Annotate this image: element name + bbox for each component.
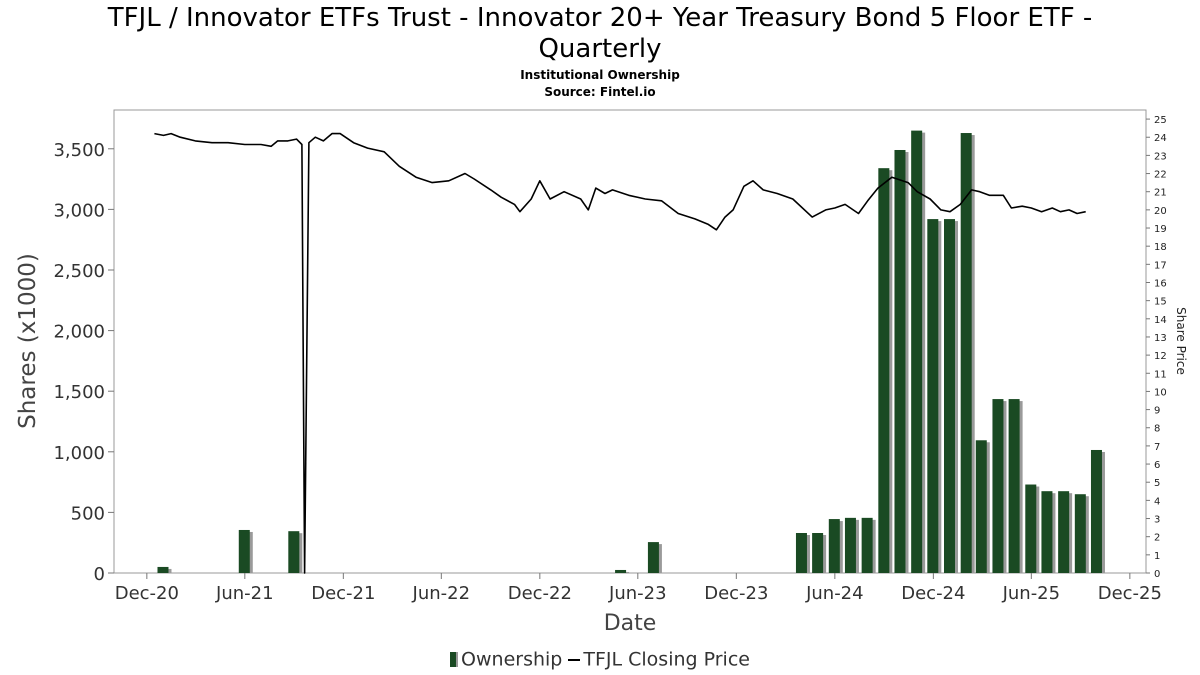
y2-tick-label: 17 [1154,260,1167,271]
x-tick-label: Dec-25 [1098,583,1162,604]
x-tick-label: Dec-23 [704,583,768,604]
x-tick-label: Dec-20 [115,583,179,604]
y2-tick-label: 15 [1154,297,1167,308]
y2-tick-label: 20 [1154,206,1167,217]
y-tick-label: 2,500 [53,261,105,282]
legend-price-label: TFJL Closing Price [583,648,750,671]
chart-source: Source: Fintel.io [544,85,656,99]
y2-tick-label: 22 [1154,170,1167,181]
x-axis: Dec-20 Jun-21 Dec-21 Jun-22 Dec-22 Jun-23 Dec-… [115,573,1162,604]
x-tick-label: Dec-22 [508,583,572,604]
ownership-bar [911,130,926,573]
legend-price-swatch [568,658,581,661]
ownership-bar [844,517,859,573]
ownership-bar [1025,484,1040,573]
x-tick-label: Jun-23 [608,583,667,604]
price-line [154,132,1086,574]
y2-tick-label: 6 [1154,460,1160,471]
x-tick-label: Jun-25 [1002,583,1061,604]
y2-tick-label: 4 [1154,496,1160,507]
ownership-bar [1008,399,1023,573]
y-tick-label: 3,000 [53,200,105,221]
ownership-bar [1058,491,1073,573]
y2-tick-label: 23 [1154,151,1167,162]
y2-tick-label: 18 [1154,242,1167,253]
ownership-bar [1074,494,1089,573]
right-axis: 0123456789101112131415161718192021222324… [1146,115,1167,580]
x-tick-label: Jun-21 [215,583,274,604]
y-tick-label: 3,500 [53,140,105,161]
ownership-bar [828,519,843,573]
legend: Ownership TFJL Closing Price [0,648,1200,671]
y2-tick-label: 0 [1154,569,1160,580]
y2-tick-label: 9 [1154,406,1160,417]
ownership-bar [812,533,827,573]
y2-tick-label: 13 [1154,333,1167,344]
ownership-bar [992,399,1007,573]
chart-title: TFJL / Innovator ETFs Trust - Innovator … [0,3,1200,65]
x-tick-label: Dec-24 [901,583,965,604]
ownership-bar [944,219,959,573]
y-tick-label: 500 [71,503,105,524]
x-tick-label: Jun-22 [412,583,471,604]
ownership-bar [878,168,893,573]
y2-tick-label: 16 [1154,278,1167,289]
y2-tick-label: 2 [1154,533,1160,544]
y2-tick-label: 7 [1154,442,1160,453]
ownership-bar [157,566,172,573]
y-tick-label: 2,000 [53,322,105,343]
chart-title-line2: Quarterly [538,34,662,64]
ownership-bars [157,130,1105,573]
ownership-bar [927,219,942,573]
ownership-bar [1090,449,1105,573]
y2-tick-label: 3 [1154,515,1160,526]
y2-tick-label: 11 [1154,369,1167,380]
y2-tick-label: 8 [1154,424,1160,435]
ownership-bar [615,569,630,573]
left-axis: 0 500 1,000 1,500 2,000 2,500 3,000 3,500 [53,140,114,585]
x-tick-label: Dec-21 [311,583,375,604]
ownership-bar [795,533,810,573]
plot-area [113,109,1147,574]
y2-tick-label: 1 [1154,551,1160,562]
y2-tick-label: 10 [1154,387,1167,398]
ownership-bar [894,149,909,573]
y-tick-label: 1,500 [53,382,105,403]
y2-tick-label: 25 [1154,115,1167,126]
chart-subtitle: Institutional Ownership [520,68,680,82]
y2-axis-label: Share Price [1174,307,1188,375]
ownership-bar [975,440,990,573]
y2-tick-label: 12 [1154,351,1167,362]
chart-title-line1: TFJL / Innovator ETFs Trust - Innovator … [107,3,1093,33]
y2-tick-label: 14 [1154,315,1167,326]
legend-ownership-swatch [450,652,459,667]
ownership-bar [960,133,975,573]
x-axis-label: Date [604,611,657,636]
legend-ownership-label: Ownership [461,648,563,671]
y2-tick-label: 21 [1154,188,1167,199]
ownership-bar [238,529,253,573]
ownership-bar [288,531,303,573]
ownership-bar [1041,491,1056,573]
x-tick-label: Jun-24 [805,583,864,604]
y2-tick-label: 24 [1154,133,1167,144]
y-tick-label: 0 [94,564,105,585]
y2-tick-label: 19 [1154,224,1167,235]
y-axis-label: Shares (x1000) [15,253,41,429]
ownership-bar [861,517,876,573]
y2-tick-label: 5 [1154,478,1160,489]
y-tick-label: 1,000 [53,443,105,464]
price-line-group [154,132,1086,574]
ownership-bar [647,542,662,573]
